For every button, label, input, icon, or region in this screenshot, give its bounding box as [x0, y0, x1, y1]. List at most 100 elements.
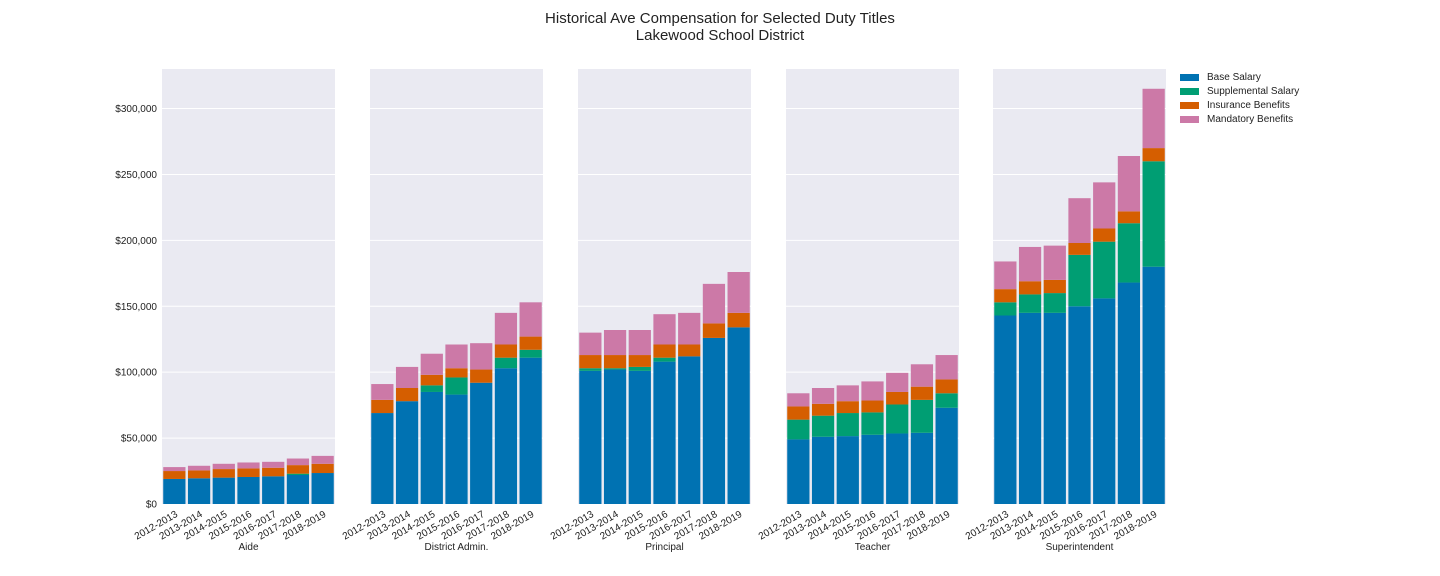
bar-segment [994, 315, 1017, 504]
bar-segment [702, 323, 726, 338]
panel-background [162, 69, 335, 504]
bar-segment [1093, 241, 1116, 299]
bar-segment [1068, 306, 1091, 504]
bar-segment [653, 314, 676, 345]
bar-segment [579, 332, 602, 356]
bar-segment [935, 393, 958, 408]
bar-segment [1142, 148, 1165, 162]
bar-segment [311, 463, 334, 474]
bar-segment [836, 401, 859, 414]
bar-segment [494, 344, 518, 358]
bar-segment [1043, 279, 1066, 294]
bar-segment [787, 439, 810, 504]
y-tick-label: $300,000 [115, 104, 157, 115]
y-tick-label: $200,000 [115, 236, 157, 247]
bar-segment [1018, 246, 1042, 282]
bar-segment [494, 312, 518, 345]
legend-label: Mandatory Benefits [1207, 113, 1294, 125]
bar-segment [395, 388, 419, 402]
legend-label: Base Salary [1207, 71, 1261, 83]
bar-segment [811, 436, 835, 504]
bar-segment [420, 353, 443, 375]
bar-segment [836, 385, 859, 402]
bar-segment [910, 399, 934, 433]
bar-segment [470, 343, 493, 370]
bar-segment [262, 467, 285, 477]
bar-segment [1068, 243, 1091, 255]
bar-segment [494, 368, 518, 504]
bar-segment [702, 337, 726, 504]
bar-segment [262, 476, 285, 504]
bar-segment [628, 355, 651, 367]
bar-segment [1043, 312, 1066, 504]
bar-segment [420, 391, 443, 504]
bar-segment [311, 455, 334, 464]
bar-segment [395, 401, 419, 504]
bar-segment [935, 355, 958, 380]
y-tick-label: $150,000 [115, 302, 157, 313]
bar-segment [1043, 245, 1066, 280]
legend-label: Insurance Benefits [1207, 99, 1290, 111]
bar-segment [836, 413, 859, 437]
bar-segment [1043, 293, 1066, 313]
bar-segment [395, 366, 419, 388]
bar-segment [1018, 294, 1042, 313]
chart-title: Historical Ave Compensation for Selected… [545, 10, 895, 27]
bar-segment [371, 399, 394, 414]
bar-segment [579, 368, 602, 371]
bar-segment [445, 368, 468, 378]
bar-segment [1068, 198, 1091, 243]
chart-subtitle: Lakewood School District [635, 27, 805, 44]
bar-segment [886, 391, 909, 405]
bar-segment [286, 465, 310, 474]
y-tick-label: $100,000 [115, 368, 157, 379]
bar-segment [579, 355, 602, 369]
bar-segment [1018, 281, 1042, 295]
bar-segment [628, 330, 651, 356]
bar-segment [935, 379, 958, 394]
bar-segment [702, 283, 726, 324]
bar-segment [519, 349, 542, 358]
bar-segment [371, 384, 394, 400]
bar-segment [286, 475, 310, 504]
bar-segment [603, 355, 627, 369]
bar-segment [163, 471, 186, 479]
bar-segment [519, 302, 542, 337]
bar-segment [1093, 228, 1116, 242]
bar-segment [994, 302, 1017, 316]
bar-segment [678, 356, 701, 504]
bar-segment [787, 393, 810, 407]
bar-segment [187, 465, 211, 471]
bar-segment [420, 374, 443, 386]
legend-label: Supplemental Salary [1207, 85, 1300, 97]
legend-swatch [1180, 115, 1199, 123]
bar-segment [163, 467, 186, 472]
bar-segment [811, 388, 835, 404]
bar-segment [994, 289, 1017, 303]
bar-segment [445, 377, 468, 395]
bar-segment [1018, 312, 1042, 504]
bar-segment [603, 330, 627, 356]
bar-segment [886, 372, 909, 392]
bar-segment [371, 413, 394, 504]
legend-item: Insurance Benefits [1180, 98, 1299, 112]
y-tick-label: $250,000 [115, 170, 157, 181]
legend-swatch [1180, 73, 1199, 81]
bar-segment [628, 370, 651, 504]
x-axis-label: Aide [238, 542, 258, 553]
bar-segment [886, 404, 909, 434]
bar-segment [727, 312, 750, 328]
bar-segment [836, 436, 859, 504]
bar-segment [212, 463, 235, 470]
bar-segment [445, 344, 468, 369]
bar-segment [286, 458, 310, 466]
bar-segment [212, 469, 235, 478]
x-axis-label: Superintendent [1046, 542, 1114, 553]
bar-segment [1093, 298, 1116, 504]
bar-segment [1142, 161, 1165, 267]
bar-segment [237, 468, 260, 477]
bar-segment [187, 478, 211, 504]
bar-segment [311, 473, 334, 504]
legend-item: Base Salary [1180, 70, 1299, 84]
